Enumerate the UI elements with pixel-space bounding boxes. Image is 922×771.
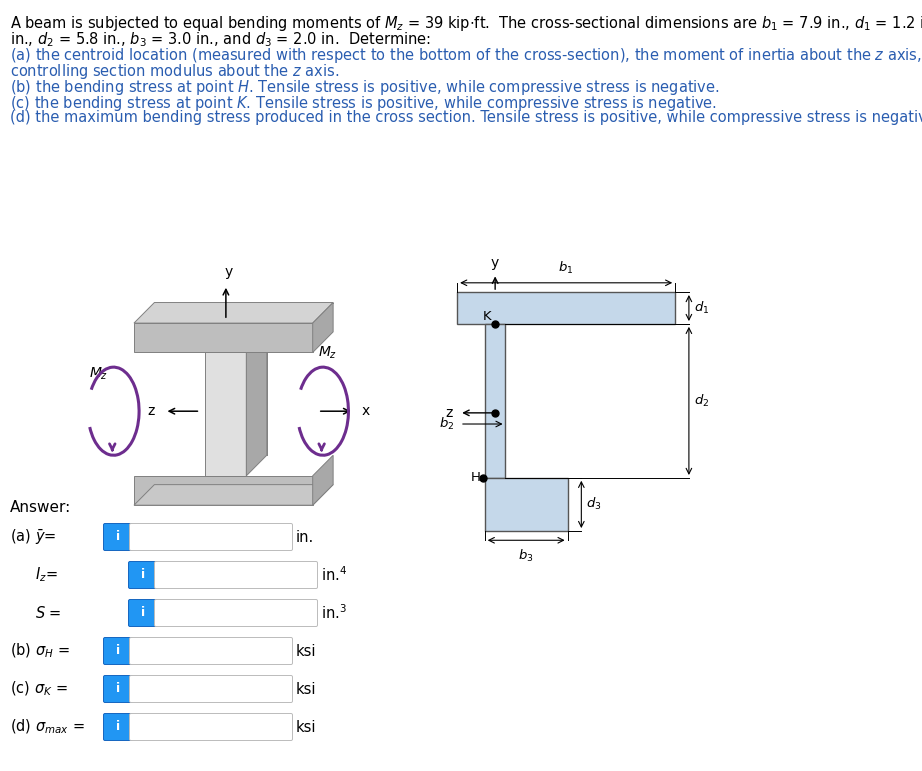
Polygon shape — [134, 323, 313, 352]
Text: y: y — [224, 265, 232, 279]
FancyBboxPatch shape — [103, 713, 133, 740]
Polygon shape — [313, 302, 333, 352]
Text: $d_1$: $d_1$ — [694, 300, 709, 316]
Polygon shape — [206, 352, 246, 476]
Polygon shape — [134, 476, 313, 505]
Text: z: z — [445, 406, 453, 420]
Text: $I_z$=: $I_z$= — [35, 566, 58, 584]
Text: K: K — [482, 310, 491, 322]
FancyBboxPatch shape — [155, 600, 317, 627]
Text: in.$^4$: in.$^4$ — [321, 566, 347, 584]
Polygon shape — [246, 332, 266, 476]
Text: i: i — [116, 721, 120, 733]
Text: $d_3$: $d_3$ — [586, 497, 602, 513]
Text: (d) $\sigma_{max}$ =: (d) $\sigma_{max}$ = — [10, 718, 85, 736]
Text: (b) $\sigma_H$ =: (b) $\sigma_H$ = — [10, 641, 70, 660]
Polygon shape — [134, 302, 333, 323]
Bar — [485, 478, 568, 531]
Text: $b_1$: $b_1$ — [559, 260, 573, 276]
FancyBboxPatch shape — [103, 524, 133, 550]
FancyBboxPatch shape — [129, 524, 292, 550]
Text: in.: in. — [296, 530, 314, 544]
FancyBboxPatch shape — [129, 675, 292, 702]
FancyBboxPatch shape — [129, 638, 292, 665]
Text: $M_z$: $M_z$ — [89, 365, 108, 382]
Polygon shape — [206, 332, 266, 352]
Bar — [485, 324, 505, 478]
Text: y: y — [491, 255, 500, 270]
Text: i: i — [116, 682, 120, 695]
Text: (a) $\bar{y}$=: (a) $\bar{y}$= — [10, 527, 56, 547]
FancyBboxPatch shape — [155, 561, 317, 588]
Text: (b) the bending stress at point $H$. Tensile stress is positive, while compressi: (b) the bending stress at point $H$. Ten… — [10, 78, 719, 97]
Text: H: H — [471, 471, 480, 484]
Text: (d) the maximum bending stress produced in the cross section. Tensile stress is : (d) the maximum bending stress produced … — [10, 110, 922, 125]
Text: controlling section modulus about the $z$ axis.: controlling section modulus about the $z… — [10, 62, 339, 81]
Text: ksi: ksi — [296, 644, 316, 658]
FancyBboxPatch shape — [128, 600, 158, 627]
FancyBboxPatch shape — [129, 713, 292, 740]
Text: $M_z$: $M_z$ — [318, 345, 337, 362]
Text: A beam is subjected to equal bending moments of $M_z$ = 39 kip$\cdot$ft.  The cr: A beam is subjected to equal bending mom… — [10, 14, 922, 33]
Text: ksi: ksi — [296, 682, 316, 696]
FancyBboxPatch shape — [103, 675, 133, 702]
Text: i: i — [141, 607, 145, 620]
Text: in., $d_2$ = 5.8 in., $b_3$ = 3.0 in., and $d_3$ = 2.0 in.  Determine:: in., $d_2$ = 5.8 in., $b_3$ = 3.0 in., a… — [10, 30, 431, 49]
Text: $b_2$: $b_2$ — [439, 416, 455, 432]
Text: i: i — [116, 530, 120, 544]
Text: i: i — [141, 568, 145, 581]
Text: in.$^3$: in.$^3$ — [321, 604, 347, 622]
Text: x: x — [361, 404, 370, 418]
Text: (c) $\sigma_K$ =: (c) $\sigma_K$ = — [10, 680, 68, 699]
Text: i: i — [116, 645, 120, 658]
Polygon shape — [134, 485, 333, 505]
Text: $b_3$: $b_3$ — [518, 547, 534, 564]
Text: (a) the centroid location (measured with respect to the bottom of the cross-sect: (a) the centroid location (measured with… — [10, 46, 922, 65]
Text: ksi: ksi — [296, 719, 316, 735]
Text: z: z — [147, 404, 154, 418]
Text: $d_2$: $d_2$ — [694, 393, 709, 409]
Text: $S$ =: $S$ = — [35, 605, 62, 621]
Text: (c) the bending stress at point $K$. Tensile stress is positive, while compressi: (c) the bending stress at point $K$. Ten… — [10, 94, 717, 113]
FancyBboxPatch shape — [103, 638, 133, 665]
Polygon shape — [313, 455, 333, 505]
FancyBboxPatch shape — [128, 561, 158, 588]
Text: Answer:: Answer: — [10, 500, 71, 515]
Bar — [457, 292, 675, 324]
